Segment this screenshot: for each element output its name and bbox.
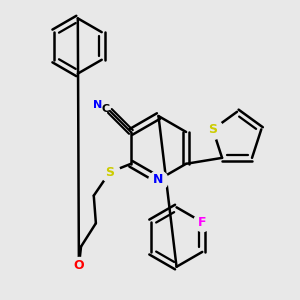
Text: F: F [198,216,206,229]
Text: S: S [105,166,114,179]
Text: N: N [153,173,164,186]
Text: O: O [74,259,84,272]
Text: N: N [92,100,102,110]
Text: C: C [102,104,110,114]
Text: S: S [208,123,217,136]
